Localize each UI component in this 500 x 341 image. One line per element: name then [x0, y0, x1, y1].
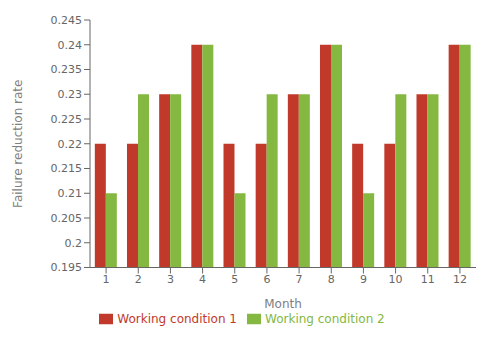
- svg-text:1: 1: [103, 273, 110, 286]
- svg-text:7: 7: [296, 273, 303, 286]
- svg-text:0.235: 0.235: [51, 63, 83, 76]
- svg-text:0.21: 0.21: [58, 187, 83, 200]
- svg-text:0.2: 0.2: [65, 237, 83, 250]
- svg-text:0.22: 0.22: [58, 138, 83, 151]
- svg-text:3: 3: [167, 273, 174, 286]
- svg-text:0.195: 0.195: [51, 261, 83, 274]
- svg-text:5: 5: [231, 273, 238, 286]
- html-text:Working condition 2: Working condition 2: [265, 311, 385, 326]
- svg-text:4: 4: [199, 273, 206, 286]
- svg-text:0.245: 0.245: [51, 14, 83, 27]
- svg-text:10: 10: [389, 273, 403, 286]
- svg-text:0.215: 0.215: [51, 162, 83, 175]
- svg-text:2: 2: [135, 273, 142, 286]
- svg-text:8: 8: [328, 273, 335, 286]
- svg-text:Failure reduction rate: Failure reduction rate: [11, 80, 25, 208]
- svg-text:11: 11: [421, 273, 435, 286]
- svg-text:9: 9: [360, 273, 367, 286]
- svg-text:0.24: 0.24: [58, 39, 83, 52]
- svg-text:0.23: 0.23: [58, 88, 83, 101]
- svg-text:6: 6: [263, 273, 270, 286]
- svg-text:0.225: 0.225: [51, 113, 83, 126]
- svg-text:12: 12: [453, 273, 467, 286]
- html-text:Working condition 1: Working condition 1: [117, 311, 237, 326]
- svg-text:Month: Month: [264, 297, 302, 311]
- svg-text:0.205: 0.205: [51, 212, 83, 225]
